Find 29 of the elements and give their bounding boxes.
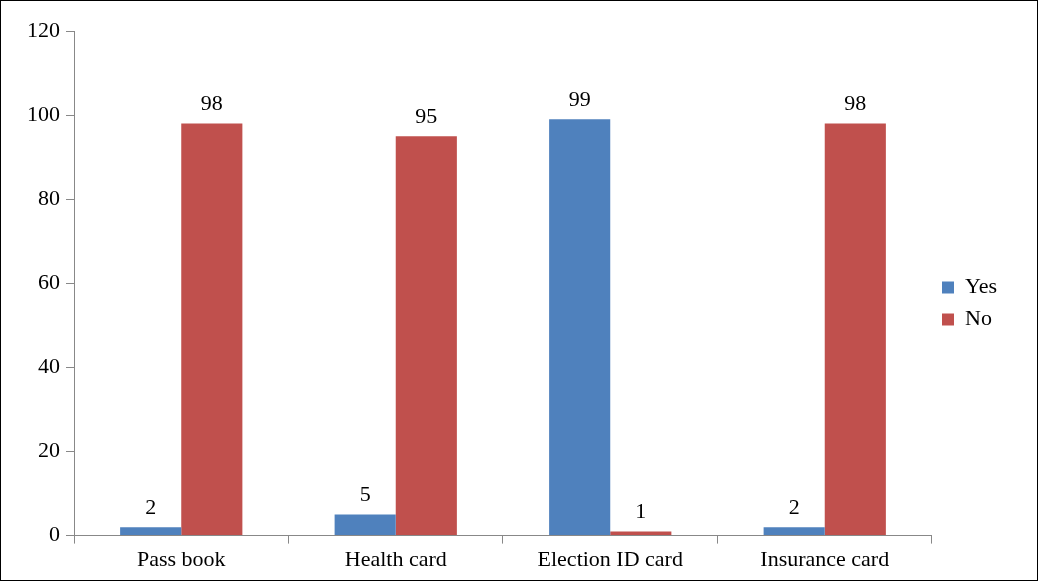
bar bbox=[395, 136, 457, 536]
x-tick-label: Pass book bbox=[136, 545, 226, 571]
y-tick-label: 20 bbox=[38, 437, 60, 463]
data-label: 2 bbox=[145, 493, 157, 519]
bar bbox=[824, 123, 886, 536]
bar bbox=[763, 527, 825, 536]
data-label: 98 bbox=[200, 90, 223, 116]
data-label: 95 bbox=[415, 102, 438, 128]
data-label: 5 bbox=[359, 481, 371, 507]
y-tick-label: 60 bbox=[38, 269, 60, 295]
y-tick-label: 100 bbox=[27, 100, 60, 126]
legend-label: Yes bbox=[964, 273, 997, 299]
data-label: 98 bbox=[844, 90, 867, 116]
y-tick-label: 80 bbox=[38, 184, 60, 210]
bar bbox=[610, 531, 672, 536]
legend-label: No bbox=[964, 305, 992, 331]
bar bbox=[334, 514, 396, 536]
y-tick-label: 120 bbox=[27, 16, 60, 42]
x-tick-label: Insurance card bbox=[760, 545, 890, 571]
x-tick-label: Election ID card bbox=[537, 545, 683, 571]
bar bbox=[181, 123, 243, 536]
y-tick-label: 40 bbox=[38, 353, 60, 379]
data-label: 2 bbox=[788, 493, 800, 519]
x-tick-label: Health card bbox=[344, 545, 447, 571]
bar bbox=[120, 527, 182, 536]
data-label: 99 bbox=[568, 86, 591, 112]
y-tick-label: 0 bbox=[49, 521, 60, 547]
data-label: 1 bbox=[635, 498, 647, 524]
bar bbox=[549, 119, 611, 536]
